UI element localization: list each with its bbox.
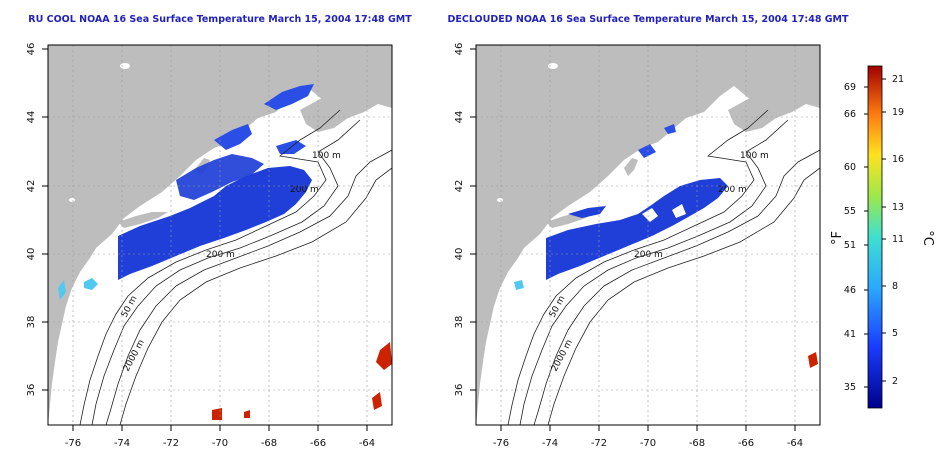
contour-label: 200 m	[206, 250, 235, 260]
x-tick-label: -70	[640, 438, 656, 449]
map-panel-declouded: DECLOUDED NOAA 16 Sea Surface Temperatur…	[447, 14, 849, 449]
x-tick-label: -74	[114, 438, 130, 449]
panel-title-declouded: DECLOUDED NOAA 16 Sea Surface Temperatur…	[447, 14, 849, 25]
y-axis-declouded	[470, 48, 476, 391]
x-tick-label: -72	[163, 438, 179, 449]
colorbar-f-tick: 55	[844, 206, 856, 217]
colorbar-f-tick: 41	[844, 329, 856, 340]
y-tick-label: 36	[454, 384, 465, 397]
colorbar-f-tick: 35	[844, 382, 856, 393]
panel-title-rucool: RU COOL NOAA 16 Sea Surface Temperature …	[28, 14, 412, 25]
contour-label: 200 m	[290, 185, 319, 195]
colorbar-c-tick: 2	[892, 376, 898, 387]
contour-label: 200 m	[718, 185, 747, 195]
colorbar-unit-f: °F	[830, 231, 845, 245]
x-tick-label: -72	[591, 438, 607, 449]
x-tick-label: -68	[689, 438, 705, 449]
colorbar-f-tick: 66	[844, 109, 856, 120]
x-tick-label: -76	[65, 438, 81, 449]
colorbar-c-tick: 13	[892, 202, 904, 213]
colorbar-gradient	[867, 65, 883, 409]
y-tick-label: 42	[26, 180, 37, 193]
x-tick-label: -76	[493, 438, 509, 449]
colorbar-c-tick: 16	[892, 154, 904, 165]
y-tick-label: 46	[26, 43, 37, 56]
map-area-rucool: 100 m 200 m 200 m 50 m 2000 m	[48, 45, 392, 425]
colorbar-f-tick: 60	[844, 162, 856, 173]
y-tick-label: 38	[26, 316, 37, 329]
contour-label: 100 m	[740, 151, 769, 161]
contour-label: 200 m	[634, 250, 663, 260]
colorbar-f-tick: 51	[844, 240, 856, 251]
x-tick-label: -70	[212, 438, 228, 449]
colorbar-c-tick: 5	[892, 328, 898, 339]
colorbar-c-tick: 8	[892, 281, 898, 292]
colorbar-f-tick: 69	[844, 82, 856, 93]
colorbar-c-tick: 21	[892, 74, 904, 85]
map-panel-rucool: RU COOL NOAA 16 Sea Surface Temperature …	[26, 14, 412, 449]
land-long-island	[118, 212, 168, 228]
x-tick-label: -66	[310, 438, 326, 449]
colorbar-c-tick: 19	[892, 107, 904, 118]
y-tick-label: 44	[454, 111, 465, 124]
y-tick-label: 46	[454, 43, 465, 56]
colorbar-unit-c: °C	[920, 230, 935, 246]
gridlines	[48, 45, 392, 425]
y-tick-label: 40	[454, 248, 465, 261]
y-tick-label: 36	[26, 384, 37, 397]
colorbar-f-tick: 46	[844, 285, 856, 296]
land-nova-scotia	[300, 70, 392, 132]
x-tick-label: -64	[359, 438, 375, 449]
x-tick-label: -74	[542, 438, 558, 449]
x-axis-rucool	[72, 425, 368, 431]
y-tick-label: 40	[26, 248, 37, 261]
contour-label: 100 m	[312, 151, 341, 161]
sst-cold-water	[118, 166, 312, 280]
map-area-declouded: 100 m 200 m 200 m 50 m 2000 m	[476, 45, 820, 425]
x-tick-label: -68	[261, 438, 277, 449]
y-axis-rucool	[42, 48, 48, 391]
y-tick-label: 42	[454, 180, 465, 193]
colorbar: 69 66 60 55 51 46 41 35 21 19 16 13 11 8…	[830, 65, 935, 409]
bathymetry-contours	[79, 109, 392, 425]
y-tick-label: 38	[454, 316, 465, 329]
land-mass	[48, 45, 392, 425]
y-tick-label: 44	[26, 111, 37, 124]
x-axis-declouded	[500, 425, 796, 431]
x-tick-label: -64	[787, 438, 803, 449]
colorbar-c-tick: 11	[892, 234, 904, 245]
x-tick-label: -66	[738, 438, 754, 449]
